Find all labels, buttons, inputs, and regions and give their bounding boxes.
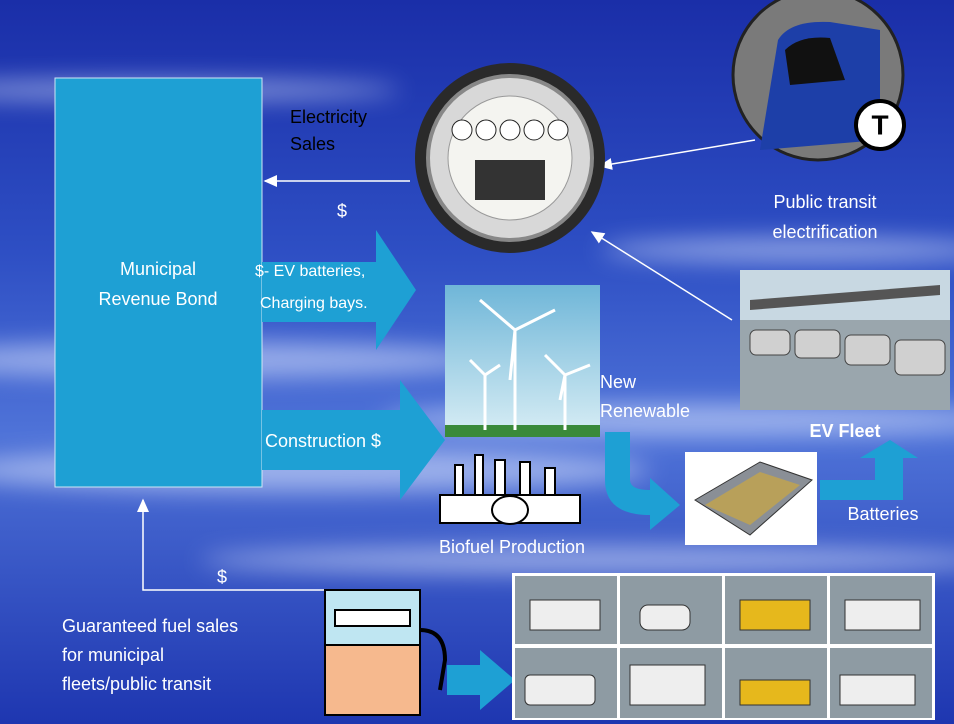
wind-turbines (445, 285, 600, 437)
arrow (820, 440, 918, 500)
electricity-label: Electricity (290, 107, 367, 127)
electricity-label: Sales (290, 134, 335, 154)
construction-label: Construction $ (265, 431, 381, 451)
ev-fleet-photo (740, 270, 950, 410)
fuel-sales-label: for municipal (62, 645, 164, 665)
arrow (262, 380, 445, 500)
battery-photo (685, 452, 817, 545)
train-icon: T (731, 0, 906, 162)
dollar-label: $ (337, 201, 347, 221)
arrow (598, 139, 756, 170)
bond-box (54, 77, 263, 488)
vehicle-photos (512, 573, 935, 720)
electric-meter (415, 63, 605, 253)
renewable-label: Renewable (600, 401, 690, 421)
fuel-sales-label: Guaranteed fuel sales (62, 616, 238, 636)
batteries-label: Batteries (847, 504, 918, 524)
ev-batteries-label: $- EV batteries, (255, 263, 365, 280)
fuel-sales-label: fleets/public transit (62, 674, 211, 694)
arrow (262, 230, 416, 350)
bent-arrow (605, 432, 680, 530)
ev-fleet-label: EV Fleet (809, 421, 880, 441)
transit-label: electrification (772, 222, 877, 242)
biofuel-label: Biofuel Production (439, 537, 585, 557)
arrow (137, 498, 325, 591)
fuel-pump-icon (324, 589, 448, 716)
dollar-label: $ (217, 567, 227, 587)
ev-batteries-label: Charging bays. (260, 295, 368, 312)
svg-text:T: T (871, 109, 888, 140)
bond-label: Revenue Bond (98, 289, 217, 309)
bond-label: Municipal (120, 259, 196, 279)
arrow (447, 650, 515, 710)
arrow (590, 231, 733, 321)
transit-label: Public transit (773, 192, 876, 212)
refinery-icon (439, 454, 581, 525)
renewable-label: New (600, 372, 637, 392)
